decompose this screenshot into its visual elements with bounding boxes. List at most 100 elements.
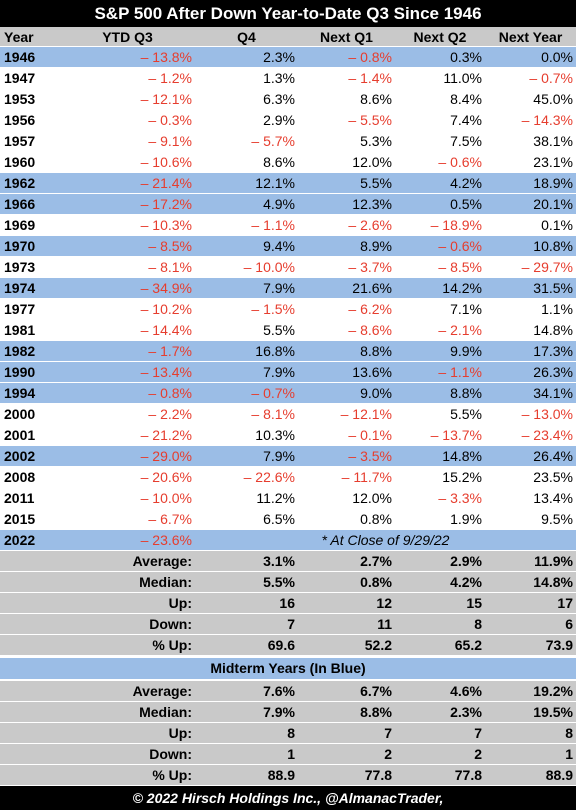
header-row: Year YTD Q3 Q4 Next Q1 Next Q2 Next Year	[0, 27, 576, 47]
next-year-stat-cell: 73.9	[485, 634, 576, 656]
next-q2-cell: – 13.7%	[395, 424, 485, 446]
q4-cell: 8.6%	[195, 151, 298, 173]
q4-cell: 4.9%	[195, 193, 298, 215]
next-year-cell: 23.5%	[485, 466, 576, 488]
q4-cell: 2.9%	[195, 109, 298, 131]
q4-cell: – 10.0%	[195, 256, 298, 278]
q4-stat-cell: 8	[195, 722, 298, 744]
table-row: 1957– 9.1% – 5.7% 5.3% 7.5% 38.1%	[0, 130, 576, 152]
next-q2-cell: 1.9%	[395, 508, 485, 530]
q4-stat-cell: 69.6	[195, 634, 298, 656]
q4-cell: – 0.7%	[195, 382, 298, 404]
row-2022: 2022 – 23.6% * At Close of 9/29/22	[0, 529, 576, 551]
next-q2-cell: – 0.6%	[395, 151, 485, 173]
col-header-next-q2: Next Q2	[395, 27, 485, 47]
next-year-cell: – 13.0%	[485, 403, 576, 425]
ytd-q3-cell: – 10.6%	[60, 151, 195, 173]
stat-label: % Up:	[0, 634, 195, 656]
q4-stat-cell: 3.1%	[195, 550, 298, 572]
stat-row: Down: 7 11 8 6	[0, 613, 576, 635]
table-row: 1977– 10.2% – 1.5% – 6.2% 7.1% 1.1%	[0, 298, 576, 320]
next-year-stat-cell: 19.2%	[485, 681, 576, 702]
q4-cell: – 8.1%	[195, 403, 298, 425]
table-row: 1953– 12.1% 6.3% 8.6% 8.4% 45.0%	[0, 88, 576, 110]
next-q1-stat-cell: 11	[298, 613, 395, 635]
footer-credit: © 2022 Hirsch Holdings Inc., @AlmanacTra…	[0, 786, 576, 810]
next-q1-cell: – 8.6%	[298, 319, 395, 341]
midterm-table: Average: 7.6% 6.7% 4.6% 19.2% Median: 7.9% 8.8%…	[0, 681, 576, 786]
next-year-cell: – 29.7%	[485, 256, 576, 278]
next-year-cell: 10.8%	[485, 235, 576, 257]
page-title: S&P 500 After Down Year-to-Date Q3 Since…	[0, 0, 576, 27]
table-row: 1970– 8.5% 9.4% 8.9% – 0.6% 10.8%	[0, 235, 576, 257]
next-q1-cell: – 6.2%	[298, 298, 395, 320]
year-cell: 1977	[0, 298, 60, 320]
next-year-stat-cell: 88.9	[485, 764, 576, 786]
next-q1-cell: 12.3%	[298, 193, 395, 215]
stat-row: Up: 8 7 7 8	[0, 722, 576, 744]
year-cell: 1953	[0, 88, 60, 110]
next-q1-stat-cell: 8.8%	[298, 701, 395, 723]
next-q2-cell: – 2.1%	[395, 319, 485, 341]
stat-row: Up: 16 12 15 17	[0, 592, 576, 614]
table-row: 2011– 10.0% 11.2% 12.0% – 3.3% 13.4%	[0, 487, 576, 509]
year-cell: 2015	[0, 508, 60, 530]
next-q2-cell: – 8.5%	[395, 256, 485, 278]
next-q1-cell: – 1.4%	[298, 67, 395, 89]
q4-stat-cell: 1	[195, 743, 298, 765]
ytd-q3-cell: – 21.4%	[60, 172, 195, 194]
stat-label: Down:	[0, 613, 195, 635]
next-q1-cell: – 3.5%	[298, 445, 395, 467]
next-q1-cell: 8.6%	[298, 88, 395, 110]
year-cell: 1956	[0, 109, 60, 131]
stat-row: Median: 7.9% 8.8% 2.3% 19.5%	[0, 701, 576, 723]
next-year-stat-cell: 1	[485, 743, 576, 765]
q4-cell: 10.3%	[195, 424, 298, 446]
year-cell: 2008	[0, 466, 60, 488]
next-q1-cell: 8.9%	[298, 235, 395, 257]
stat-row: Average: 7.6% 6.7% 4.6% 19.2%	[0, 681, 576, 702]
stat-label: Average:	[0, 681, 195, 702]
stat-label: Median:	[0, 571, 195, 593]
ytd-q3-cell: – 12.1%	[60, 88, 195, 110]
q4-stat-cell: 7	[195, 613, 298, 635]
ytd-q3-cell: – 29.0%	[60, 445, 195, 467]
next-q2-cell: – 3.3%	[395, 487, 485, 509]
next-q1-stat-cell: 77.8	[298, 764, 395, 786]
q4-stat-cell: 7.6%	[195, 681, 298, 702]
next-year-cell: – 14.3%	[485, 109, 576, 131]
note-cell: * At Close of 9/29/22	[195, 529, 576, 551]
midterm-rows: Average: 7.6% 6.7% 4.6% 19.2% Median: 7.9% 8.8%…	[0, 681, 576, 786]
next-year-cell: 0.0%	[485, 46, 576, 68]
q4-stat-cell: 16	[195, 592, 298, 614]
next-year-cell: 45.0%	[485, 88, 576, 110]
table-row: 1994– 0.8% – 0.7% 9.0% 8.8% 34.1%	[0, 382, 576, 404]
next-q1-cell: 12.0%	[298, 151, 395, 173]
next-year-stat-cell: 8	[485, 722, 576, 744]
next-year-cell: 1.1%	[485, 298, 576, 320]
next-q1-cell: 12.0%	[298, 487, 395, 509]
next-year-cell: 23.1%	[485, 151, 576, 173]
next-year-cell: 34.1%	[485, 382, 576, 404]
next-year-cell: 13.4%	[485, 487, 576, 509]
ytd-q3-cell: – 21.2%	[60, 424, 195, 446]
table-row: 1969– 10.3% – 1.1% – 2.6% – 18.9% 0.1%	[0, 214, 576, 236]
next-q2-stat-cell: 2.9%	[395, 550, 485, 572]
table-row: 2001– 21.2% 10.3% – 0.1% – 13.7% – 23.4%	[0, 424, 576, 446]
stat-row: Average: 3.1% 2.7% 2.9% 11.9%	[0, 550, 576, 572]
next-year-stat-cell: 6	[485, 613, 576, 635]
year-cell: 1966	[0, 193, 60, 215]
ytd-q3-cell: – 8.5%	[60, 235, 195, 257]
next-q1-cell: – 12.1%	[298, 403, 395, 425]
stat-label: Up:	[0, 722, 195, 744]
next-year-cell: 31.5%	[485, 277, 576, 299]
year-cell: 1957	[0, 130, 60, 152]
table-row: 1990– 13.4% 7.9% 13.6% – 1.1% 26.3%	[0, 361, 576, 383]
stats-rows: Average: 3.1% 2.7% 2.9% 11.9% Median: 5.5% 0.8%…	[0, 550, 576, 656]
next-q2-stat-cell: 2	[395, 743, 485, 765]
next-q2-cell: 7.1%	[395, 298, 485, 320]
table-row: 1982– 1.7% 16.8% 8.8% 9.9% 17.3%	[0, 340, 576, 362]
next-q2-cell: 8.8%	[395, 382, 485, 404]
stat-label: % Up:	[0, 764, 195, 786]
year-cell: 2001	[0, 424, 60, 446]
